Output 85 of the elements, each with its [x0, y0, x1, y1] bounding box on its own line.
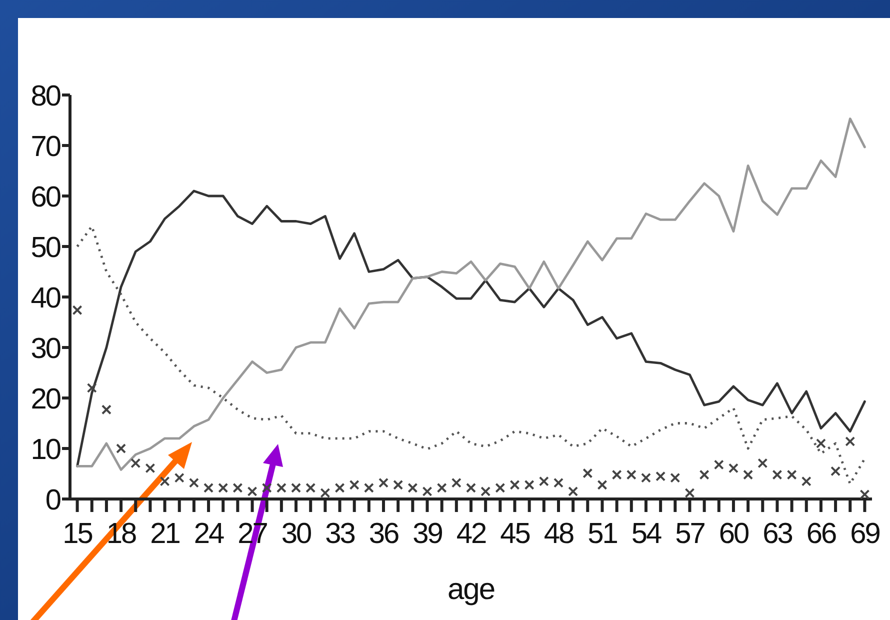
point: [364, 482, 374, 493]
y-tick-label: 50: [30, 232, 60, 264]
point: [699, 470, 710, 480]
x-tick-label: 69: [850, 518, 880, 550]
point: [378, 478, 389, 488]
x-tick-label: 42: [456, 518, 486, 550]
point: [597, 480, 608, 490]
point: [510, 480, 520, 490]
point: [801, 476, 812, 486]
point: [758, 458, 768, 468]
x-tick-label: 54: [631, 518, 662, 550]
x-tick-label: 63: [762, 518, 792, 550]
x-tick-label: 57: [675, 518, 705, 550]
x-axis-title: age: [447, 573, 495, 606]
point: [656, 471, 666, 482]
point: [436, 482, 447, 493]
point: [306, 482, 316, 493]
point: [582, 468, 593, 478]
point: [130, 458, 141, 468]
point: [538, 476, 549, 486]
point: [218, 482, 228, 493]
point: [349, 480, 360, 490]
point: [495, 482, 506, 493]
point: [145, 463, 156, 474]
x-tick-label: 30: [281, 518, 312, 550]
point: [86, 382, 97, 393]
point: [174, 472, 184, 483]
point: [728, 463, 738, 474]
point: [334, 482, 345, 493]
x-tick-label: 33: [325, 518, 355, 550]
point: [626, 470, 636, 480]
point: [845, 436, 856, 446]
point: [786, 470, 797, 480]
point: [553, 478, 564, 488]
y-tick-label: 10: [30, 434, 60, 466]
point: [640, 472, 651, 483]
line-series: [76, 118, 866, 471]
x-tick-label: 60: [718, 518, 748, 550]
point: [480, 486, 491, 496]
x-tick-label: 36: [368, 518, 399, 550]
x-tick-label: 66: [806, 518, 836, 550]
point: [524, 480, 534, 490]
point: [101, 404, 112, 415]
point: [860, 489, 870, 500]
point: [291, 482, 302, 493]
point: [568, 486, 578, 496]
point: [276, 482, 286, 493]
point: [772, 470, 782, 480]
point: [612, 470, 622, 480]
point: [204, 482, 214, 493]
y-tick-label: 80: [30, 80, 60, 112]
x-tick-label: 21: [150, 518, 180, 550]
x-tick-label: 39: [412, 518, 442, 550]
point: [393, 480, 404, 490]
point: [451, 478, 462, 488]
point: [320, 488, 330, 498]
point: [743, 470, 754, 480]
line-series: [76, 225, 866, 486]
point: [247, 486, 258, 496]
point: [72, 305, 82, 316]
point: [714, 460, 724, 470]
point: [816, 438, 826, 448]
point: [684, 488, 695, 498]
x-tick-label: 45: [500, 518, 530, 550]
y-tick-label: 0: [45, 484, 60, 516]
x-tick-label: 48: [544, 518, 574, 550]
y-tick-label: 40: [30, 282, 60, 314]
point: [466, 482, 476, 493]
point: [116, 444, 126, 454]
y-tick-label: 60: [30, 181, 60, 214]
y-tick-label: 20: [30, 383, 60, 416]
point: [670, 472, 680, 483]
point: [408, 482, 418, 493]
line-series: [76, 190, 866, 468]
x-tick-label: 51: [588, 518, 618, 550]
point: [188, 478, 199, 488]
y-tick-label: 30: [30, 332, 60, 365]
point: [830, 466, 841, 476]
point: [262, 482, 272, 493]
point: [232, 482, 243, 493]
x-tick-label: 24: [194, 518, 225, 550]
point: [160, 476, 170, 486]
point: [422, 486, 432, 496]
x-tick-label: 15: [62, 518, 92, 550]
y-tick-label: 70: [30, 130, 60, 163]
